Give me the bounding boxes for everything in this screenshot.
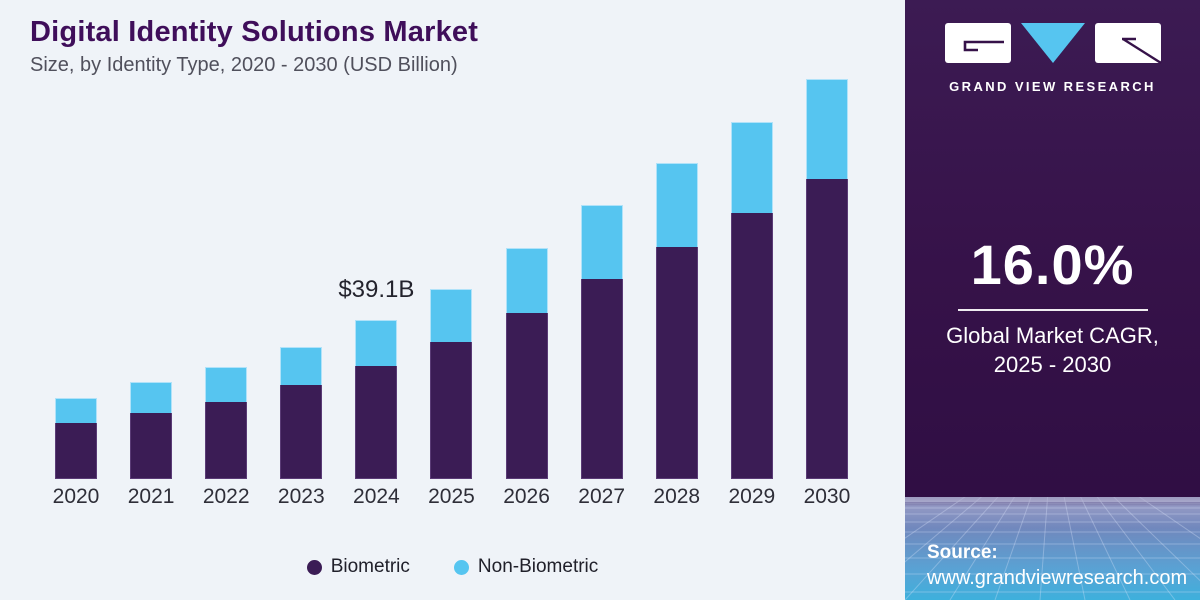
bar-column-2024: $39.1B 2024: [338, 276, 414, 513]
bar-segment-biometric: [280, 384, 323, 479]
bar-segment-biometric: [55, 422, 97, 479]
x-tick-label: 2023: [277, 485, 325, 508]
x-tick-label: 2027: [578, 485, 626, 508]
legend-label: Non-Biometric: [477, 556, 599, 577]
bar-segment-non-biometric: [730, 121, 773, 213]
cagr-caption-line2: 2025 - 2030: [993, 352, 1112, 378]
bar-segment-non-biometric: [805, 78, 848, 179]
stat-divider: [957, 309, 1148, 311]
bar-segment-non-biometric: [505, 247, 548, 313]
bar-stack: [805, 78, 848, 479]
bar-segment-biometric: [205, 402, 248, 479]
x-tick-label: 2022: [202, 485, 250, 508]
bar-column-2022: 2022: [202, 367, 250, 513]
biometric-dot-icon: [306, 559, 322, 575]
source-block: Source: www.grandviewresearch.com: [927, 542, 1187, 590]
bar-segment-non-biometric: [430, 288, 473, 342]
cagr-caption-line1: Global Market CAGR,: [946, 323, 1159, 348]
legend-item-non-biometric: Non-Biometric: [453, 556, 599, 578]
bar-stack: [205, 367, 248, 479]
value-annotation: $39.1B: [338, 275, 415, 303]
bar-segment-non-biometric: [130, 381, 173, 414]
chart-region: 2020 2021 2022 2023 $39.1B 2024 2025 2026 2027 20…: [52, 72, 851, 513]
chart-legend: Biometric Non-Biometric: [0, 556, 905, 578]
bar-column-2029: 2029: [728, 121, 776, 513]
bar-column-2021: 2021: [127, 381, 175, 513]
bar-stack: [505, 247, 548, 479]
bar-segment-biometric: [655, 247, 698, 479]
bar-segment-non-biometric: [655, 162, 698, 248]
bar-segment-non-biometric: [205, 367, 248, 403]
x-tick-label: 2028: [653, 485, 701, 508]
x-tick-label: 2030: [803, 485, 851, 508]
brand-logo: GRAND VIEW RESEARCH: [905, 20, 1200, 94]
mesh-footer: Source: www.grandviewresearch.com: [905, 497, 1200, 600]
bar-segment-biometric: [805, 178, 848, 479]
bar-column-2025: 2025: [428, 288, 475, 513]
bar-segment-non-biometric: [280, 346, 323, 385]
x-tick-label: 2024: [353, 485, 400, 508]
bar-segment-biometric: [430, 341, 473, 479]
bar-stack: [730, 121, 773, 479]
x-tick-label: 2026: [503, 485, 550, 508]
bar-segment-biometric: [355, 365, 398, 479]
bar-column-2023: 2023: [277, 346, 325, 513]
perspective-grid-icon: [905, 497, 1200, 600]
bar-segment-biometric: [580, 278, 623, 479]
bar-stack: [280, 346, 323, 479]
bar-segment-biometric: [505, 312, 548, 479]
bar-segment-non-biometric: [355, 319, 398, 366]
x-tick-label: 2025: [428, 485, 475, 508]
cagr-stat: 16.0% Global Market CAGR, 2025 - 2030: [905, 232, 1200, 379]
x-tick-label: 2020: [52, 485, 100, 508]
bar-column-2026: 2026: [503, 247, 550, 513]
source-label: Source:: [927, 542, 998, 563]
bar-stack: [355, 319, 398, 479]
page-title: Digital Identity Solutions Market: [30, 16, 479, 48]
bar-stack: [655, 162, 698, 479]
bar-segment-biometric: [130, 413, 173, 479]
bar-stack: [430, 288, 473, 479]
bar-segment-non-biometric: [55, 398, 97, 423]
bar-column-2030: 2030: [803, 78, 851, 513]
legend-label: Biometric: [330, 556, 410, 577]
bar-plot: 2020 2021 2022 2023 $39.1B 2024 2025 2026 2027 20…: [52, 72, 851, 513]
bar-stack: [580, 204, 623, 479]
bar-column-2020: 2020: [52, 398, 100, 513]
non-biometric-dot-icon: [453, 559, 469, 575]
bar-segment-biometric: [730, 212, 773, 479]
x-tick-label: 2021: [127, 485, 175, 508]
bar-stack: [55, 398, 97, 479]
chart-header: Digital Identity Solutions Market Size, …: [30, 16, 478, 77]
bar-segment-non-biometric: [580, 204, 623, 279]
bar-stack: [130, 381, 173, 479]
cagr-value: 16.0%: [970, 233, 1135, 296]
legend-item-biometric: Biometric: [306, 556, 410, 578]
brand-name: GRAND VIEW RESEARCH: [949, 79, 1156, 94]
bar-column-2028: 2028: [653, 162, 701, 513]
source-url[interactable]: www.grandviewresearch.com: [927, 567, 1188, 589]
page-subtitle: Size, by Identity Type, 2020 - 2030 (USD…: [30, 54, 458, 76]
brand-sidebar: GRAND VIEW RESEARCH 16.0% Global Market …: [905, 0, 1200, 600]
bar-column-2027: 2027: [578, 204, 626, 513]
gvr-logo-icon: [944, 23, 1162, 65]
x-tick-label: 2029: [728, 485, 776, 508]
